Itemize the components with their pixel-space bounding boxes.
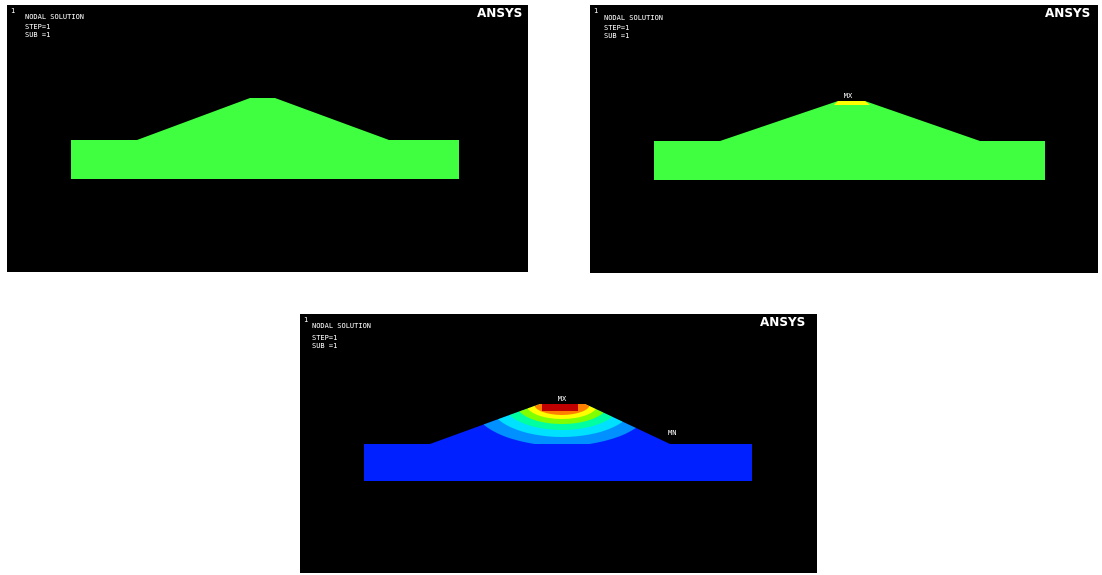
panel: 1 NODAL SOLUTION STEP=1 SUB =1 ANSYS MX …	[300, 314, 817, 573]
embankment	[137, 98, 389, 140]
info-line: STEP=1	[312, 334, 337, 342]
info-line: NODAL SOLUTION	[312, 322, 371, 330]
color-bar	[635, 255, 1030, 261]
panel-number: 1	[594, 7, 598, 15]
contours	[472, 362, 652, 446]
page: 1 NODAL SOLUTION STEP=1 SUB =1 ANSYS 1 N…	[0, 0, 1102, 575]
info-line: SUB =1	[312, 342, 337, 350]
color-bar	[57, 253, 472, 259]
min-label: MN	[668, 429, 676, 437]
panel-number: 1	[304, 316, 308, 324]
info-line: SUB =1	[25, 31, 50, 39]
foundation	[71, 140, 459, 179]
max-label: MX	[844, 92, 853, 100]
brand: ANSYS	[477, 6, 522, 20]
color-bar	[348, 552, 767, 558]
brand: ANSYS	[1045, 6, 1090, 20]
info-line: STEP=1	[25, 23, 50, 31]
panel: 1 NODAL SOLUTION STEP=1 SUB =1 ANSYS	[7, 5, 528, 272]
info-line: SUB =1	[604, 32, 629, 40]
embankment	[720, 101, 980, 141]
info-line: NODAL SOLUTION	[604, 14, 663, 22]
panel-number: 1	[11, 7, 15, 15]
contour	[834, 101, 870, 105]
info-line: STEP=1	[604, 24, 629, 32]
max-label: MX	[558, 395, 567, 403]
panel: 1 NODAL SOLUTION STEP=1 SUB =1 ANSYS MX	[590, 5, 1098, 273]
foundation	[364, 444, 752, 481]
foundation	[654, 141, 1045, 180]
brand: ANSYS	[760, 315, 805, 329]
info-line: NODAL SOLUTION	[25, 13, 84, 21]
